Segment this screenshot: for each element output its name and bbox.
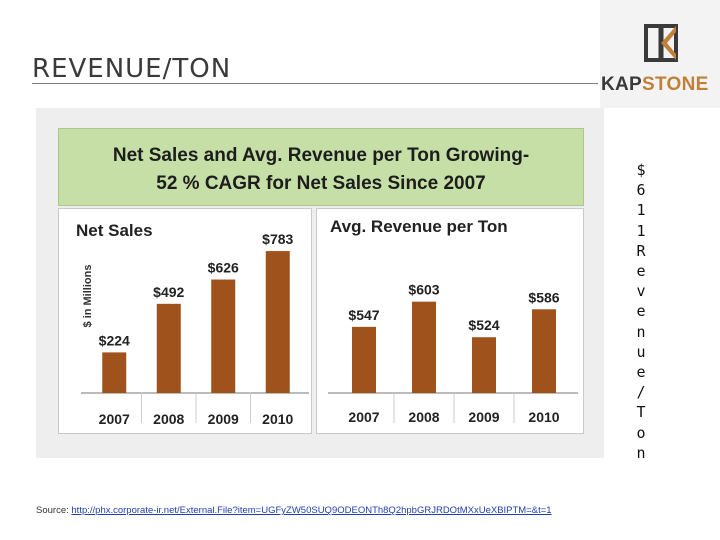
title-rule xyxy=(32,83,598,84)
revenue-data-label: $547 xyxy=(348,307,379,323)
net-sales-chart-title: Net Sales xyxy=(76,221,153,240)
vertical-char: / xyxy=(636,383,646,402)
net-sales-bar xyxy=(156,303,181,393)
vertical-char: n xyxy=(636,322,646,341)
revenue-bar xyxy=(412,301,436,393)
vertical-char: e xyxy=(636,302,646,321)
revenue-bar xyxy=(352,326,376,393)
net-sales-data-label: $224 xyxy=(99,332,130,348)
revenue-chart-title: Avg. Revenue per Ton xyxy=(330,217,508,236)
net-sales-tick-label: 2008 xyxy=(153,411,184,427)
source-link[interactable]: http://phx.corporate-ir.net/External.Fil… xyxy=(71,505,552,516)
source-label: Source: xyxy=(36,505,72,516)
vertical-char: e xyxy=(636,363,646,382)
vertical-char: 1 xyxy=(636,221,646,240)
banner-line-1: Net Sales and Avg. Revenue per Ton Growi… xyxy=(112,145,530,166)
kapstone-logo: KAPSTONE xyxy=(601,74,709,96)
vertical-char: $ xyxy=(636,161,646,179)
revenue-bar xyxy=(532,309,556,393)
revenue-data-label: $603 xyxy=(408,282,439,298)
chart-banner: Net Sales and Avg. Revenue per Ton Growi… xyxy=(58,128,584,206)
net-sales-tick-label: 2007 xyxy=(99,411,130,427)
revenue-tick-label: 2009 xyxy=(468,409,499,425)
vertical-char: o xyxy=(636,423,646,442)
logo-stone-text: STONE xyxy=(642,74,709,95)
logo-kap-text: KAP xyxy=(601,74,643,95)
net-sales-data-label: $626 xyxy=(208,260,239,276)
net-sales-data-label: $492 xyxy=(153,284,184,300)
revenue-tick-label: 2008 xyxy=(408,409,439,425)
revenue-per-ton-chart: $547 2007 $603 2008 $524 2009 $586 2010 xyxy=(328,282,578,425)
net-sales-tick-label: 2009 xyxy=(208,411,239,427)
revenue-tick-label: 2010 xyxy=(528,409,559,425)
revenue-data-label: $524 xyxy=(468,317,499,333)
net-sales-bar xyxy=(211,279,236,393)
slide-title: REVENUE/TON xyxy=(32,54,232,84)
vertical-char: R xyxy=(636,241,646,260)
net-sales-bar xyxy=(265,251,290,393)
vertical-char: 6 xyxy=(636,181,646,200)
revenue-data-label: $586 xyxy=(528,289,559,305)
vertical-char: e xyxy=(636,262,646,281)
kapstone-logo-mark-icon xyxy=(644,24,678,62)
net-sales-chart: $224 2007 $492 2008 $626 2009 $783 2010 xyxy=(81,231,309,427)
net-sales-data-label: $783 xyxy=(262,231,293,247)
vertical-char: v xyxy=(636,282,646,301)
net-sales-bar xyxy=(102,352,127,393)
vertical-char: n xyxy=(636,443,646,462)
revenue-bar xyxy=(472,337,496,393)
banner-line-2: 52 % CAGR for Net Sales Since 2007 xyxy=(156,173,486,194)
revenue-tick-label: 2007 xyxy=(348,409,379,425)
net-sales-tick-label: 2010 xyxy=(262,411,293,427)
vertical-char: u xyxy=(636,342,646,361)
vertical-char: T xyxy=(636,403,646,422)
vertical-char: 1 xyxy=(636,201,646,220)
source-note: Source: http://phx.corporate-ir.net/Exte… xyxy=(36,505,552,516)
